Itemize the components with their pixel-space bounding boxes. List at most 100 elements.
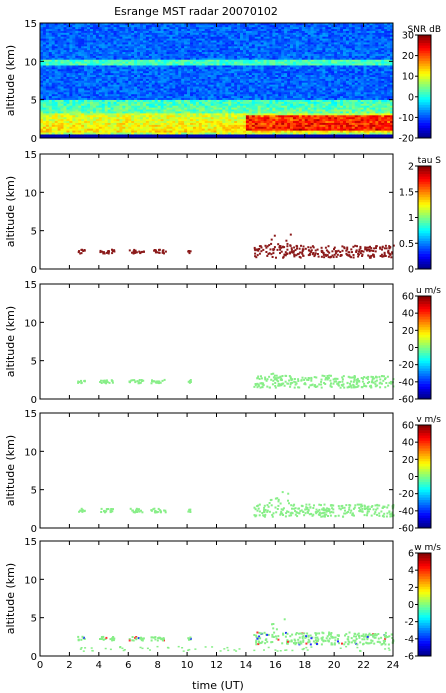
heatmap-cell: [134, 69, 138, 72]
heatmap-cell: [119, 42, 123, 45]
heatmap-cell: [154, 130, 158, 133]
heatmap-cell: [184, 69, 188, 72]
heatmap-cell: [201, 128, 206, 131]
heatmap-cell: [51, 92, 56, 95]
heatmap-cell: [245, 101, 250, 104]
heatmap-cell: [190, 51, 194, 54]
heatmap-cell: [69, 136, 73, 139]
heatmap-cell: [266, 80, 270, 83]
heatmap-cell: [72, 130, 76, 133]
heatmap-cell: [169, 51, 173, 54]
heatmap-cell: [57, 28, 61, 31]
heatmap-cell: [242, 51, 247, 54]
heatmap-cell: [60, 26, 64, 30]
heatmap-cell: [181, 34, 185, 37]
heatmap-cell: [45, 49, 50, 53]
heatmap-cell: [260, 59, 264, 62]
heatmap-cell: [172, 109, 176, 112]
heatmap-cell: [104, 59, 108, 62]
heatmap-cell: [57, 128, 61, 131]
heatmap-cell: [169, 136, 173, 139]
heatmap-cell: [254, 57, 258, 60]
heatmap-cell: [110, 70, 114, 74]
heatmap-cell: [81, 53, 85, 56]
heatmap-cell: [92, 132, 97, 135]
heatmap-cell: [160, 59, 164, 62]
heatmap-cell: [240, 120, 244, 123]
heatmap-cell: [192, 59, 197, 62]
heatmap-cell: [51, 107, 56, 110]
heatmap-cell: [75, 101, 79, 104]
heatmap-cell: [157, 69, 161, 72]
heatmap-cell: [237, 132, 241, 135]
heatmap-cell: [234, 40, 238, 43]
heatmap-cell: [231, 103, 235, 106]
heatmap-cell: [78, 55, 82, 58]
heatmap-cell: [78, 46, 82, 49]
heatmap-cell: [269, 93, 273, 97]
heatmap-cell: [148, 76, 153, 79]
heatmap-cell: [157, 118, 161, 122]
heatmap-cell: [175, 88, 179, 91]
heatmap-cell: [145, 47, 150, 51]
heatmap-cell: [272, 65, 276, 68]
heatmap-cell: [40, 53, 44, 56]
heatmap-cell: [266, 126, 270, 129]
heatmap-cell: [269, 44, 273, 47]
heatmap-cell: [204, 111, 208, 114]
heatmap-cell: [192, 86, 197, 89]
heatmap-cell: [140, 95, 144, 99]
heatmap-cell: [275, 78, 279, 81]
heatmap-cell: [63, 107, 67, 110]
heatmap-cell: [237, 134, 241, 137]
heatmap-cell: [145, 101, 150, 104]
heatmap-cell: [187, 84, 191, 87]
heatmap-cell: [166, 24, 170, 28]
heatmap-cell: [57, 72, 61, 76]
heatmap-cell: [184, 65, 188, 68]
heatmap-cell: [187, 136, 191, 139]
heatmap-cell: [145, 128, 150, 131]
heatmap-cell: [72, 38, 76, 41]
heatmap-cell: [163, 113, 167, 116]
heatmap-cell: [66, 132, 70, 135]
heatmap-cell: [263, 28, 267, 31]
heatmap-cell: [248, 55, 253, 58]
heatmap-cell: [98, 113, 103, 116]
heatmap-cell: [254, 113, 258, 116]
heatmap-cell: [175, 65, 179, 68]
heatmap-cell: [110, 93, 114, 97]
heatmap-cell: [225, 38, 229, 41]
heatmap-cell: [151, 26, 156, 30]
heatmap-cell: [122, 88, 126, 91]
heatmap-cell: [204, 40, 208, 43]
heatmap-cell: [169, 36, 173, 39]
heatmap-cell: [190, 132, 194, 135]
heatmap-cell: [169, 46, 173, 49]
heatmap-cell: [225, 97, 229, 100]
heatmap-cell: [119, 118, 123, 122]
heatmap-cell: [148, 116, 153, 120]
heatmap-cell: [245, 118, 250, 122]
heatmap-cell: [231, 92, 235, 95]
heatmap-cell: [92, 111, 97, 114]
heatmap-cell: [142, 120, 147, 123]
heatmap-cell: [195, 115, 200, 118]
heatmap-cell: [92, 122, 97, 125]
heatmap-cell: [219, 76, 223, 79]
heatmap-cell: [84, 118, 88, 122]
heatmap-cell: [204, 36, 208, 39]
heatmap-cell: [48, 113, 53, 116]
heatmap-cell: [225, 120, 229, 123]
heatmap-cell: [110, 34, 114, 37]
heatmap-cell: [81, 93, 85, 97]
heatmap-cell: [163, 134, 167, 137]
heatmap-cell: [272, 97, 276, 100]
heatmap-cell: [272, 78, 276, 81]
heatmap-cell: [251, 111, 256, 114]
heatmap-cell: [269, 101, 273, 104]
heatmap-cell: [251, 57, 256, 60]
heatmap-cell: [40, 34, 44, 37]
heatmap-cell: [54, 92, 58, 95]
heatmap-cell: [128, 57, 132, 60]
